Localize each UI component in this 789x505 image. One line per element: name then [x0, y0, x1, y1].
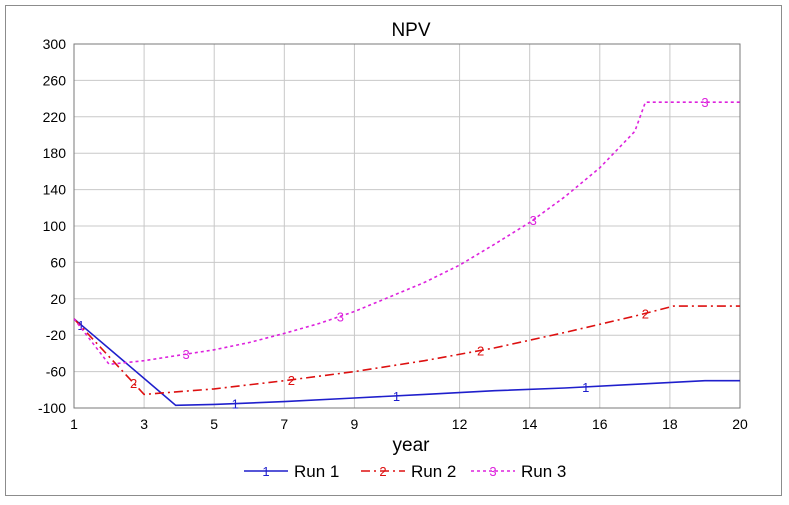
grid	[73, 43, 741, 409]
x-tick-label: 20	[732, 416, 748, 432]
legend: 1 Run 1 2 Run 2 3 Run 3	[244, 462, 566, 481]
x-axis: 1 3 5 7 9 12 14 16 18 20	[70, 416, 748, 432]
chart-title: NPV	[391, 20, 430, 41]
series-marker-run-1: 1	[582, 380, 589, 395]
y-tick-label: 60	[50, 254, 66, 270]
y-tick-label: -100	[38, 400, 66, 416]
y-tick-label: 20	[50, 291, 66, 307]
legend-marker-run-1: 1	[262, 464, 269, 479]
plot-area	[73, 43, 741, 409]
series-marker-run-1: 1	[77, 318, 84, 333]
chart-frame	[5, 5, 782, 496]
series-line-run-2	[73, 305, 740, 396]
series-marker-run-2: 2	[642, 306, 649, 321]
y-tick-label: 300	[43, 36, 67, 52]
x-tick-label: 9	[351, 416, 359, 432]
series-marker-run-2: 2	[477, 343, 484, 358]
series-marker-run-3: 3	[701, 95, 708, 110]
y-tick-label: 260	[43, 72, 67, 88]
y-tick-label: 100	[43, 218, 67, 234]
series-line-run-3	[73, 101, 740, 366]
legend-marker-run-3: 3	[489, 464, 496, 479]
legend-label-run-1: Run 1	[294, 462, 339, 481]
series-line-run-1	[73, 318, 740, 407]
x-tick-label: 5	[210, 416, 218, 432]
x-tick-label: 16	[592, 416, 608, 432]
legend-marker-run-2: 2	[379, 464, 386, 479]
x-tick-label: 12	[452, 416, 468, 432]
x-tick-label: 1	[70, 416, 78, 432]
y-tick-label: 220	[43, 109, 67, 125]
x-tick-label: 3	[140, 416, 148, 432]
legend-label-run-2: Run 2	[411, 462, 456, 481]
series-marker-run-1: 1	[232, 397, 239, 412]
x-tick-label: 18	[662, 416, 678, 432]
series-marker-run-3: 3	[183, 347, 190, 362]
series-marker-run-3: 3	[337, 309, 344, 324]
series-marker-run-2: 2	[130, 376, 137, 391]
series-marker-run-1: 1	[393, 389, 400, 404]
x-axis-label: year	[393, 435, 431, 456]
x-tick-label: 14	[522, 416, 538, 432]
series-marker-run-3: 3	[530, 213, 537, 228]
legend-label-run-3: Run 3	[521, 462, 566, 481]
y-tick-label: 180	[43, 145, 67, 161]
series-marker-run-2: 2	[288, 373, 295, 388]
y-axis: 300 260 220 180 140 100 60 20 -20 -60 -100	[38, 36, 66, 416]
series-layer: 1 1 1 1 2 2 2 2 3 3 3 3	[73, 95, 740, 412]
y-tick-label: -20	[46, 327, 66, 343]
y-tick-label: 140	[43, 182, 67, 198]
y-tick-label: -60	[46, 364, 66, 380]
x-tick-label: 7	[280, 416, 288, 432]
